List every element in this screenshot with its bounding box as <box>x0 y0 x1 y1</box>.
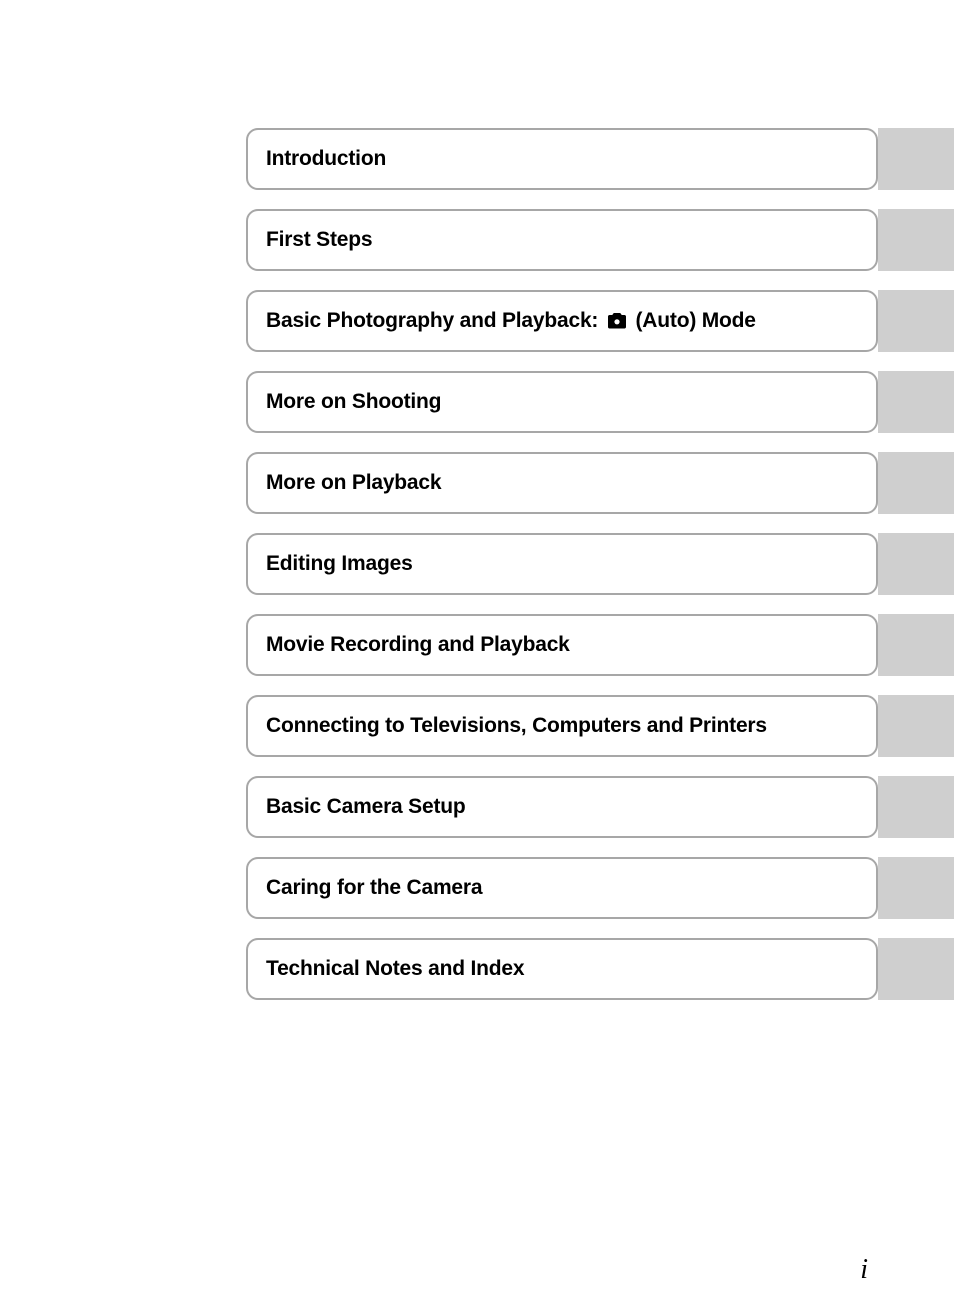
section-tab[interactable] <box>878 533 954 595</box>
section-tab[interactable] <box>878 452 954 514</box>
toc-entry-movie-recording[interactable]: Movie Recording and Playback <box>246 614 878 676</box>
section-tab[interactable] <box>878 128 954 190</box>
toc-label: Connecting to Televisions, Computers and… <box>266 713 767 738</box>
toc-entry-more-on-shooting[interactable]: More on Shooting <box>246 371 878 433</box>
toc-entry-basic-camera-setup[interactable]: Basic Camera Setup <box>246 776 878 838</box>
toc-label: More on Playback <box>266 470 441 495</box>
toc-row: More on Shooting <box>246 371 954 433</box>
toc-label-after: (Auto) Mode <box>630 309 756 332</box>
toc-container: Introduction First Steps Basic Photography… <box>246 128 954 1019</box>
section-tab[interactable] <box>878 614 954 676</box>
toc-row: Connecting to Televisions, Computers and… <box>246 695 954 757</box>
toc-label-before: Basic Photography and Playback: <box>266 309 604 332</box>
toc-entry-first-steps[interactable]: First Steps <box>246 209 878 271</box>
toc-row: Technical Notes and Index <box>246 938 954 1000</box>
toc-row: More on Playback <box>246 452 954 514</box>
section-tab[interactable] <box>878 290 954 352</box>
toc-entry-technical-notes[interactable]: Technical Notes and Index <box>246 938 878 1000</box>
toc-label: Editing Images <box>266 551 413 576</box>
section-tab[interactable] <box>878 776 954 838</box>
toc-row: First Steps <box>246 209 954 271</box>
toc-entry-introduction[interactable]: Introduction <box>246 128 878 190</box>
toc-label: Technical Notes and Index <box>266 956 524 981</box>
toc-label: Introduction <box>266 146 386 171</box>
toc-entry-caring-for-camera[interactable]: Caring for the Camera <box>246 857 878 919</box>
toc-label: Caring for the Camera <box>266 875 482 900</box>
section-tab[interactable] <box>878 209 954 271</box>
toc-row: Caring for the Camera <box>246 857 954 919</box>
toc-label: First Steps <box>266 227 372 252</box>
toc-label: Basic Camera Setup <box>266 794 466 819</box>
toc-row: Basic Photography and Playback: (Auto) M… <box>246 290 954 352</box>
section-tab[interactable] <box>878 857 954 919</box>
toc-label: Movie Recording and Playback <box>266 632 570 657</box>
toc-entry-basic-photography[interactable]: Basic Photography and Playback: (Auto) M… <box>246 290 878 352</box>
camera-icon <box>606 313 628 330</box>
toc-label: More on Shooting <box>266 389 441 414</box>
toc-row: Editing Images <box>246 533 954 595</box>
toc-entry-more-on-playback[interactable]: More on Playback <box>246 452 878 514</box>
toc-label: Basic Photography and Playback: (Auto) M… <box>266 308 756 333</box>
toc-entry-editing-images[interactable]: Editing Images <box>246 533 878 595</box>
toc-row: Movie Recording and Playback <box>246 614 954 676</box>
section-tab[interactable] <box>878 695 954 757</box>
section-tab[interactable] <box>878 938 954 1000</box>
toc-entry-connecting[interactable]: Connecting to Televisions, Computers and… <box>246 695 878 757</box>
section-tab[interactable] <box>878 371 954 433</box>
toc-row: Introduction <box>246 128 954 190</box>
toc-row: Basic Camera Setup <box>246 776 954 838</box>
page-number: i <box>860 1254 868 1286</box>
